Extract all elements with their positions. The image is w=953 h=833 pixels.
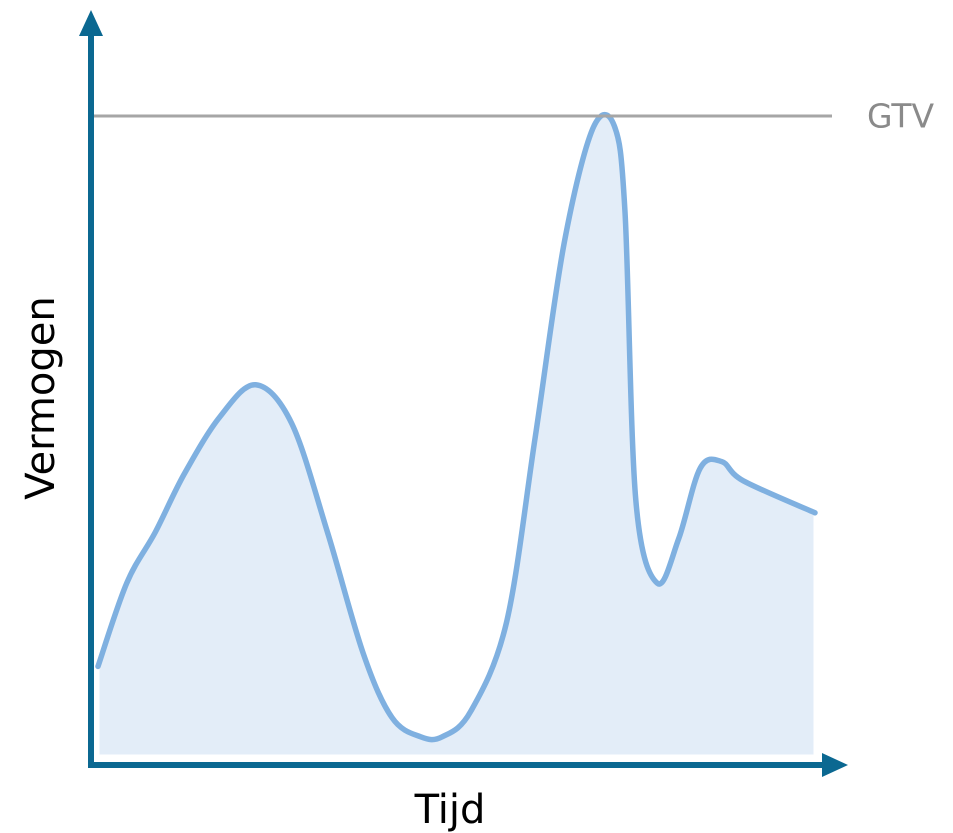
y-axis-label: Vermogen: [18, 296, 64, 499]
x-axis-arrow-icon: [822, 753, 848, 777]
gtv-label: GTV: [867, 97, 935, 136]
x-axis-label: Tijd: [414, 787, 486, 833]
y-axis-arrow-icon: [79, 10, 103, 36]
series-line: [95, 111, 818, 743]
